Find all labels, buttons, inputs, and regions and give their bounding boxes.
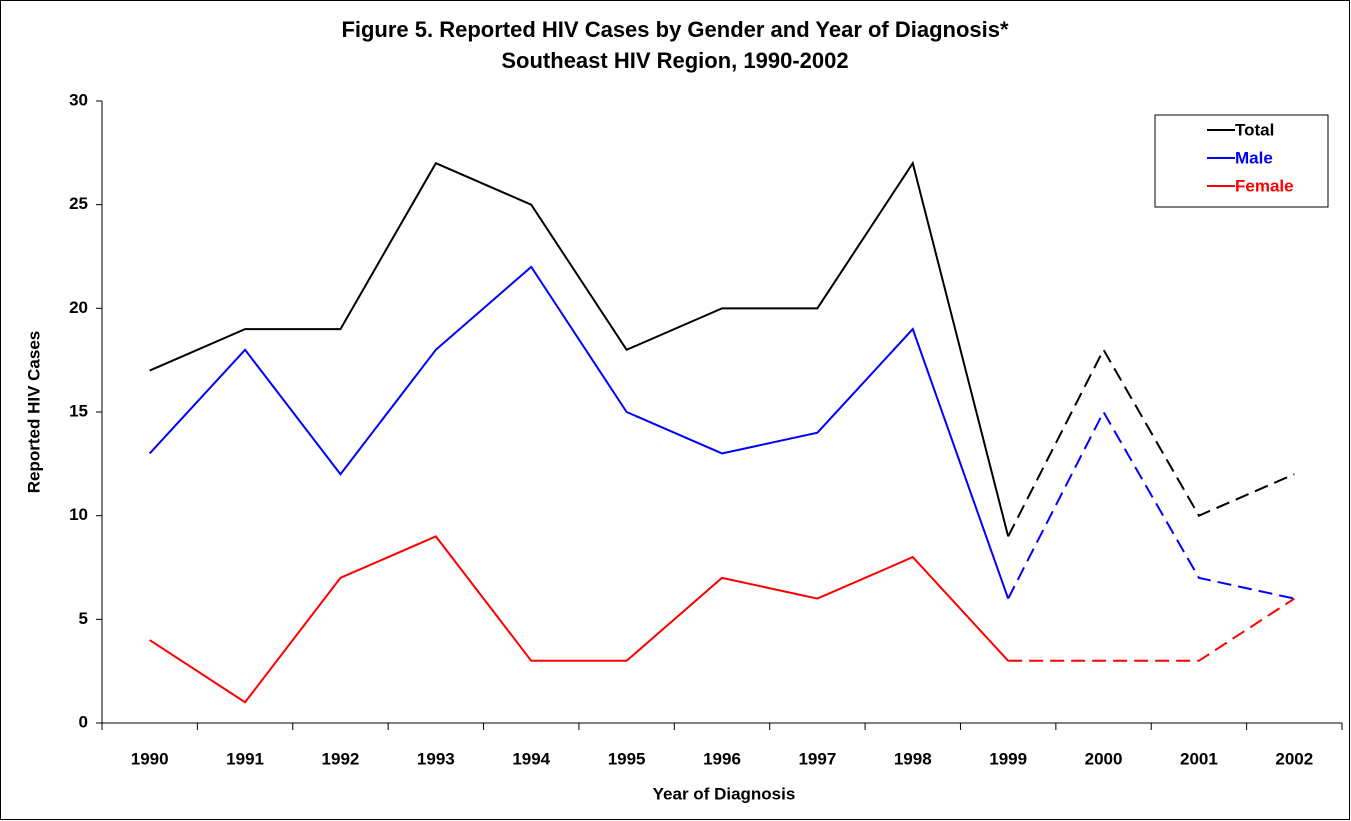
chart-title: Figure 5. Reported HIV Cases by Gender a… [341, 17, 1009, 42]
y-tick-label: 25 [69, 194, 88, 213]
x-tick-label: 1991 [226, 749, 264, 768]
legend-label: Female [1235, 176, 1294, 195]
series-line-dashed [1008, 597, 1295, 662]
x-tick-label: 1993 [417, 749, 455, 768]
y-tick-label: 10 [69, 505, 88, 524]
series-line [149, 535, 1009, 704]
series-line-dashed [1007, 347, 1295, 537]
chart-subtitle: Southeast HIV Region, 1990-2002 [501, 48, 848, 73]
legend-label: Total [1235, 120, 1274, 139]
series-line [149, 160, 1010, 537]
x-tick-label: 1997 [798, 749, 836, 768]
x-axis-label: Year of Diagnosis [653, 784, 796, 803]
series-line-dashed [1007, 409, 1295, 600]
x-tick-label: 1999 [989, 749, 1027, 768]
x-tick-label: 1998 [894, 749, 932, 768]
legend-label: Male [1235, 148, 1273, 167]
y-axis-label: Reported HIV Cases [24, 331, 43, 494]
x-tick-label: 1992 [322, 749, 360, 768]
x-tick-label: 1990 [131, 749, 169, 768]
y-tick-label: 15 [69, 401, 88, 420]
y-tick-label: 20 [69, 298, 88, 317]
y-tick-label: 30 [69, 90, 88, 109]
series-line [148, 265, 1010, 599]
x-tick-label: 2002 [1275, 749, 1313, 768]
y-tick-label: 0 [79, 712, 88, 731]
y-tick-label: 5 [79, 609, 88, 628]
x-tick-label: 2001 [1180, 749, 1218, 768]
x-tick-label: 1996 [703, 749, 741, 768]
x-tick-label: 2000 [1085, 749, 1123, 768]
x-tick-label: 1995 [608, 749, 646, 768]
legend-box [1154, 114, 1329, 208]
x-tick-label: 1994 [512, 749, 550, 768]
